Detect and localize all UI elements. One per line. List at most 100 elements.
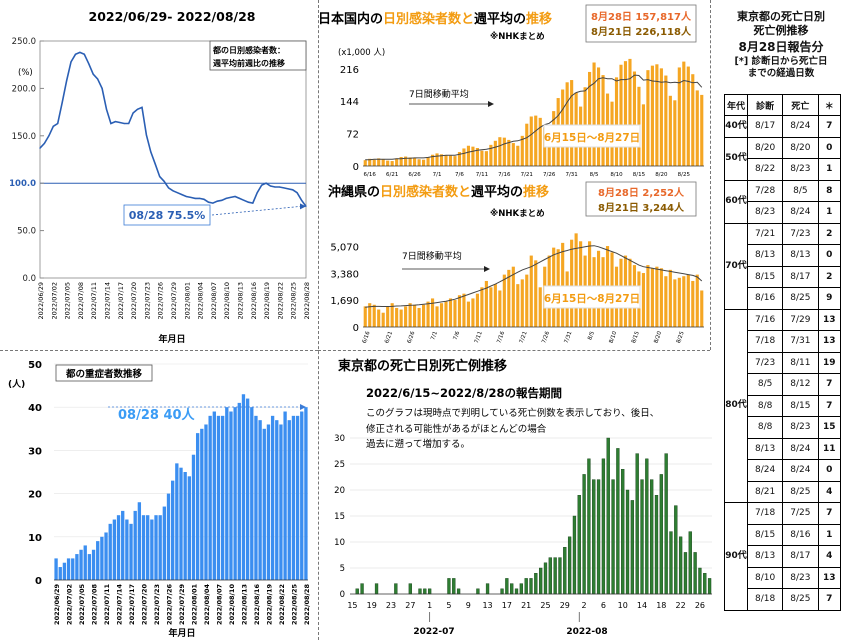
deaths-bar: [529, 578, 533, 595]
okinawa-bar: [372, 304, 376, 327]
deaths-ytick-label: 15: [334, 512, 345, 522]
okinawa-ytick-label: 3,380: [330, 269, 359, 280]
nationwide-bar: [435, 153, 439, 166]
severe-bar: [187, 476, 191, 580]
okinawa-bar: [511, 266, 515, 327]
nationwide-bar: [686, 66, 690, 166]
death-table-age-cell: 90代: [724, 502, 748, 611]
okinawa-bar: [507, 269, 511, 327]
okinawa-bar: [682, 276, 686, 327]
death-table-death-cell: 8/16: [782, 523, 819, 546]
severe-bar: [204, 424, 208, 580]
okinawa-xtick-label: 7/21: [519, 331, 529, 345]
death-table-death-cell: 8/23: [782, 566, 819, 589]
ratio-point: [43, 142, 46, 144]
ratio-point: [92, 73, 94, 75]
severe-bar: [195, 433, 200, 580]
nationwide-range-label: 6月15日〜8月27日: [544, 132, 640, 144]
okinawa-bar: [525, 274, 529, 327]
nationwide-bar: [462, 148, 466, 166]
death-table-subtitle: 8月28日報告分: [738, 40, 824, 54]
okinawa-bar: [475, 293, 479, 327]
deaths-bar: [635, 453, 639, 595]
nationwide-chart: 日本国内の日別感染者数と週平均の推移 ※NHKまとめ 8月28日 157,817…: [318, 4, 704, 178]
nationwide-xtick-label: 8/20: [655, 172, 668, 178]
severe-xtick-label: 2022/07/20: [141, 584, 149, 625]
death-table-days-cell: 15: [817, 416, 841, 439]
nationwide-bar: [596, 67, 601, 166]
ratio-point: [52, 125, 54, 127]
nationwide-bar: [592, 62, 596, 166]
nationwide-bar: [646, 70, 650, 166]
deaths-bar: [539, 567, 543, 595]
ratio-callout-box: [123, 204, 211, 226]
ratio-ytick-label: 50.0: [17, 227, 36, 237]
death-table-days-cell: 2: [817, 222, 841, 245]
death-table-title-line2: 死亡例推移: [753, 24, 809, 37]
nationwide-bar: [525, 123, 529, 166]
tokyo-deaths-month-july: 2022-07: [413, 627, 454, 637]
deaths-xtick-label: 29: [560, 601, 570, 610]
ratio-point: [159, 175, 161, 178]
ratio-legend-line1: 都の日別感染者数：: [212, 45, 285, 55]
okinawa-bar: [529, 255, 533, 327]
ratio-point: [216, 200, 218, 202]
severe-bar: [266, 424, 271, 580]
ratio-point: [79, 51, 81, 53]
okinawa-bar: [439, 303, 444, 327]
death-table-note: [*] 診断日から死亡日 までの経過日数: [716, 56, 846, 80]
deaths-bar: [669, 531, 673, 595]
severe-xtick-label: 2022/07/11: [103, 584, 111, 625]
ratio-point: [141, 106, 143, 108]
okinawa-moving-average-line: [365, 245, 703, 308]
severe-bar: [104, 532, 108, 580]
nationwide-bar: [377, 158, 381, 166]
death-table-title: 東京都の死亡日別 死亡例推移: [716, 10, 846, 38]
nationwide-xtick-label: 8/25: [678, 172, 691, 178]
deaths-ytick-label: 5: [340, 564, 345, 574]
severe-callout: 08/28 40人: [118, 407, 196, 423]
ratio-point: [199, 197, 201, 199]
nationwide-ytick-label: 216: [340, 65, 359, 76]
ratio-xtick-label: 2022/08/01: [183, 282, 191, 319]
ratio-point: [234, 195, 236, 198]
nationwide-bar: [529, 116, 533, 166]
okinawa-bar: [520, 279, 524, 327]
severe-bar: [275, 420, 279, 580]
death-table-diagnosis-cell: 7/23: [746, 351, 784, 374]
death-table: 年代 診断 死亡 ＊ 40代 8/17 8/24 7 50代 8/20 8/20 0 8/22 8…: [724, 94, 841, 611]
death-table-death-cell: 8/23: [782, 158, 819, 181]
ratio-xtick-label: 2022/08/16: [250, 282, 258, 319]
severe-bar: [208, 415, 212, 580]
deaths-bar: [683, 552, 688, 595]
deaths-ytick-label: 20: [334, 486, 345, 496]
okinawa-bar: [673, 279, 677, 327]
deaths-bar: [476, 588, 480, 595]
nationwide-bar: [619, 64, 623, 166]
death-table-days-cell: 13: [817, 566, 841, 589]
death-table-diagnosis-cell: 8/10: [746, 566, 784, 589]
deaths-bar: [688, 531, 692, 595]
nationwide-xtick-label: 7/21: [521, 172, 533, 178]
severe-bar: [141, 515, 146, 580]
ratio-callout-arrow: [211, 206, 301, 216]
ratio-callout: 08/28 75.5%: [129, 209, 206, 222]
severe-chart: 0 10 20 30 40 50 2022/06/29 2022/07/02 2022/07/…: [8, 360, 311, 639]
severe-bar: [133, 510, 137, 580]
death-table-row: 8/23 8/24 1: [725, 201, 841, 224]
death-table-row: 80代 7/16 7/29 13: [724, 308, 841, 503]
severe-bar: [75, 554, 79, 580]
ratio-point: [176, 192, 179, 194]
nationwide-bar: [448, 155, 453, 166]
ratio-xtick-label: 2022/07/08: [77, 282, 85, 319]
deaths-bar: [374, 583, 379, 595]
severe-xtick-label: 2022/08/01: [190, 584, 198, 625]
nationwide-bar: [502, 137, 506, 166]
death-table-diagnosis-cell: 8/8: [746, 416, 784, 439]
death-table-age-cell: 60代: [724, 179, 748, 224]
ratio-point: [150, 151, 152, 153]
ratio-ytick-label: 250.0: [12, 37, 36, 47]
nationwide-xtick-label: 6/21: [386, 172, 398, 178]
deaths-xtick-label: 6: [601, 601, 606, 610]
nationwide-bar: [668, 95, 672, 166]
